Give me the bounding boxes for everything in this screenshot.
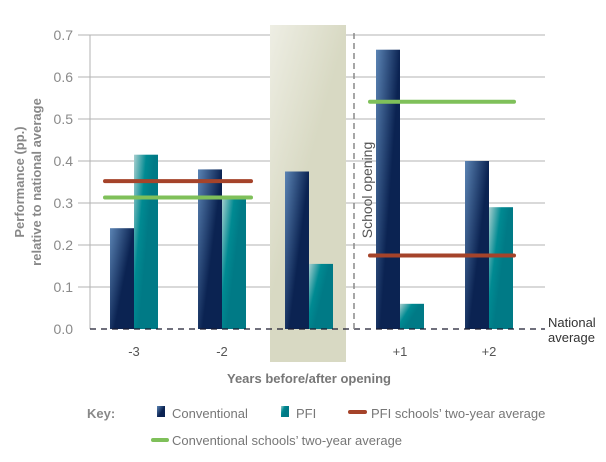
bar-conventional — [198, 169, 222, 329]
x-axis-title: Years before/after opening — [227, 371, 391, 386]
bar-conventional — [376, 49, 400, 329]
school-opening-label: School opening — [359, 142, 375, 239]
y-tick-label: 0.5 — [54, 111, 74, 127]
y-tick-label: 0.0 — [54, 321, 74, 337]
national-average-label: average — [548, 330, 595, 345]
bar-conventional — [285, 171, 309, 329]
y-axis-title: Performance (pp.) — [12, 126, 27, 237]
bar-pfi — [309, 263, 333, 329]
bar-pfi — [222, 196, 246, 329]
y-tick-label: 0.1 — [54, 279, 74, 295]
legend-pfi-label: PFI — [296, 406, 316, 421]
y-axis-title: relative to national average — [29, 98, 44, 266]
legend-conventional-swatch — [157, 406, 165, 417]
bar-conventional — [110, 228, 134, 329]
bar-pfi — [489, 207, 513, 329]
y-tick-label: 0.3 — [54, 195, 74, 211]
x-tick-label: +2 — [482, 344, 497, 359]
y-tick-label: 0.2 — [54, 237, 74, 253]
y-tick-label: 0.7 — [54, 27, 74, 43]
bar-pfi — [134, 154, 158, 329]
bar-conventional — [465, 161, 489, 329]
legend-pfi-swatch — [281, 406, 289, 417]
x-tick-label: -3 — [128, 344, 140, 359]
legend-conventional-label: Conventional — [172, 406, 248, 421]
x-tick-label: -2 — [216, 344, 228, 359]
national-average-label: National — [548, 315, 596, 330]
x-tick-label: +1 — [393, 344, 408, 359]
y-tick-label: 0.6 — [54, 69, 74, 85]
y-tick-label: 0.4 — [54, 153, 74, 169]
legend-pfi-average-label: PFI schools’ two-year average — [371, 406, 545, 421]
bar-pfi — [400, 303, 424, 329]
legend-key-label: Key: — [87, 406, 115, 421]
legend-conventional-average-label: Conventional schools’ two-year average — [172, 433, 402, 448]
